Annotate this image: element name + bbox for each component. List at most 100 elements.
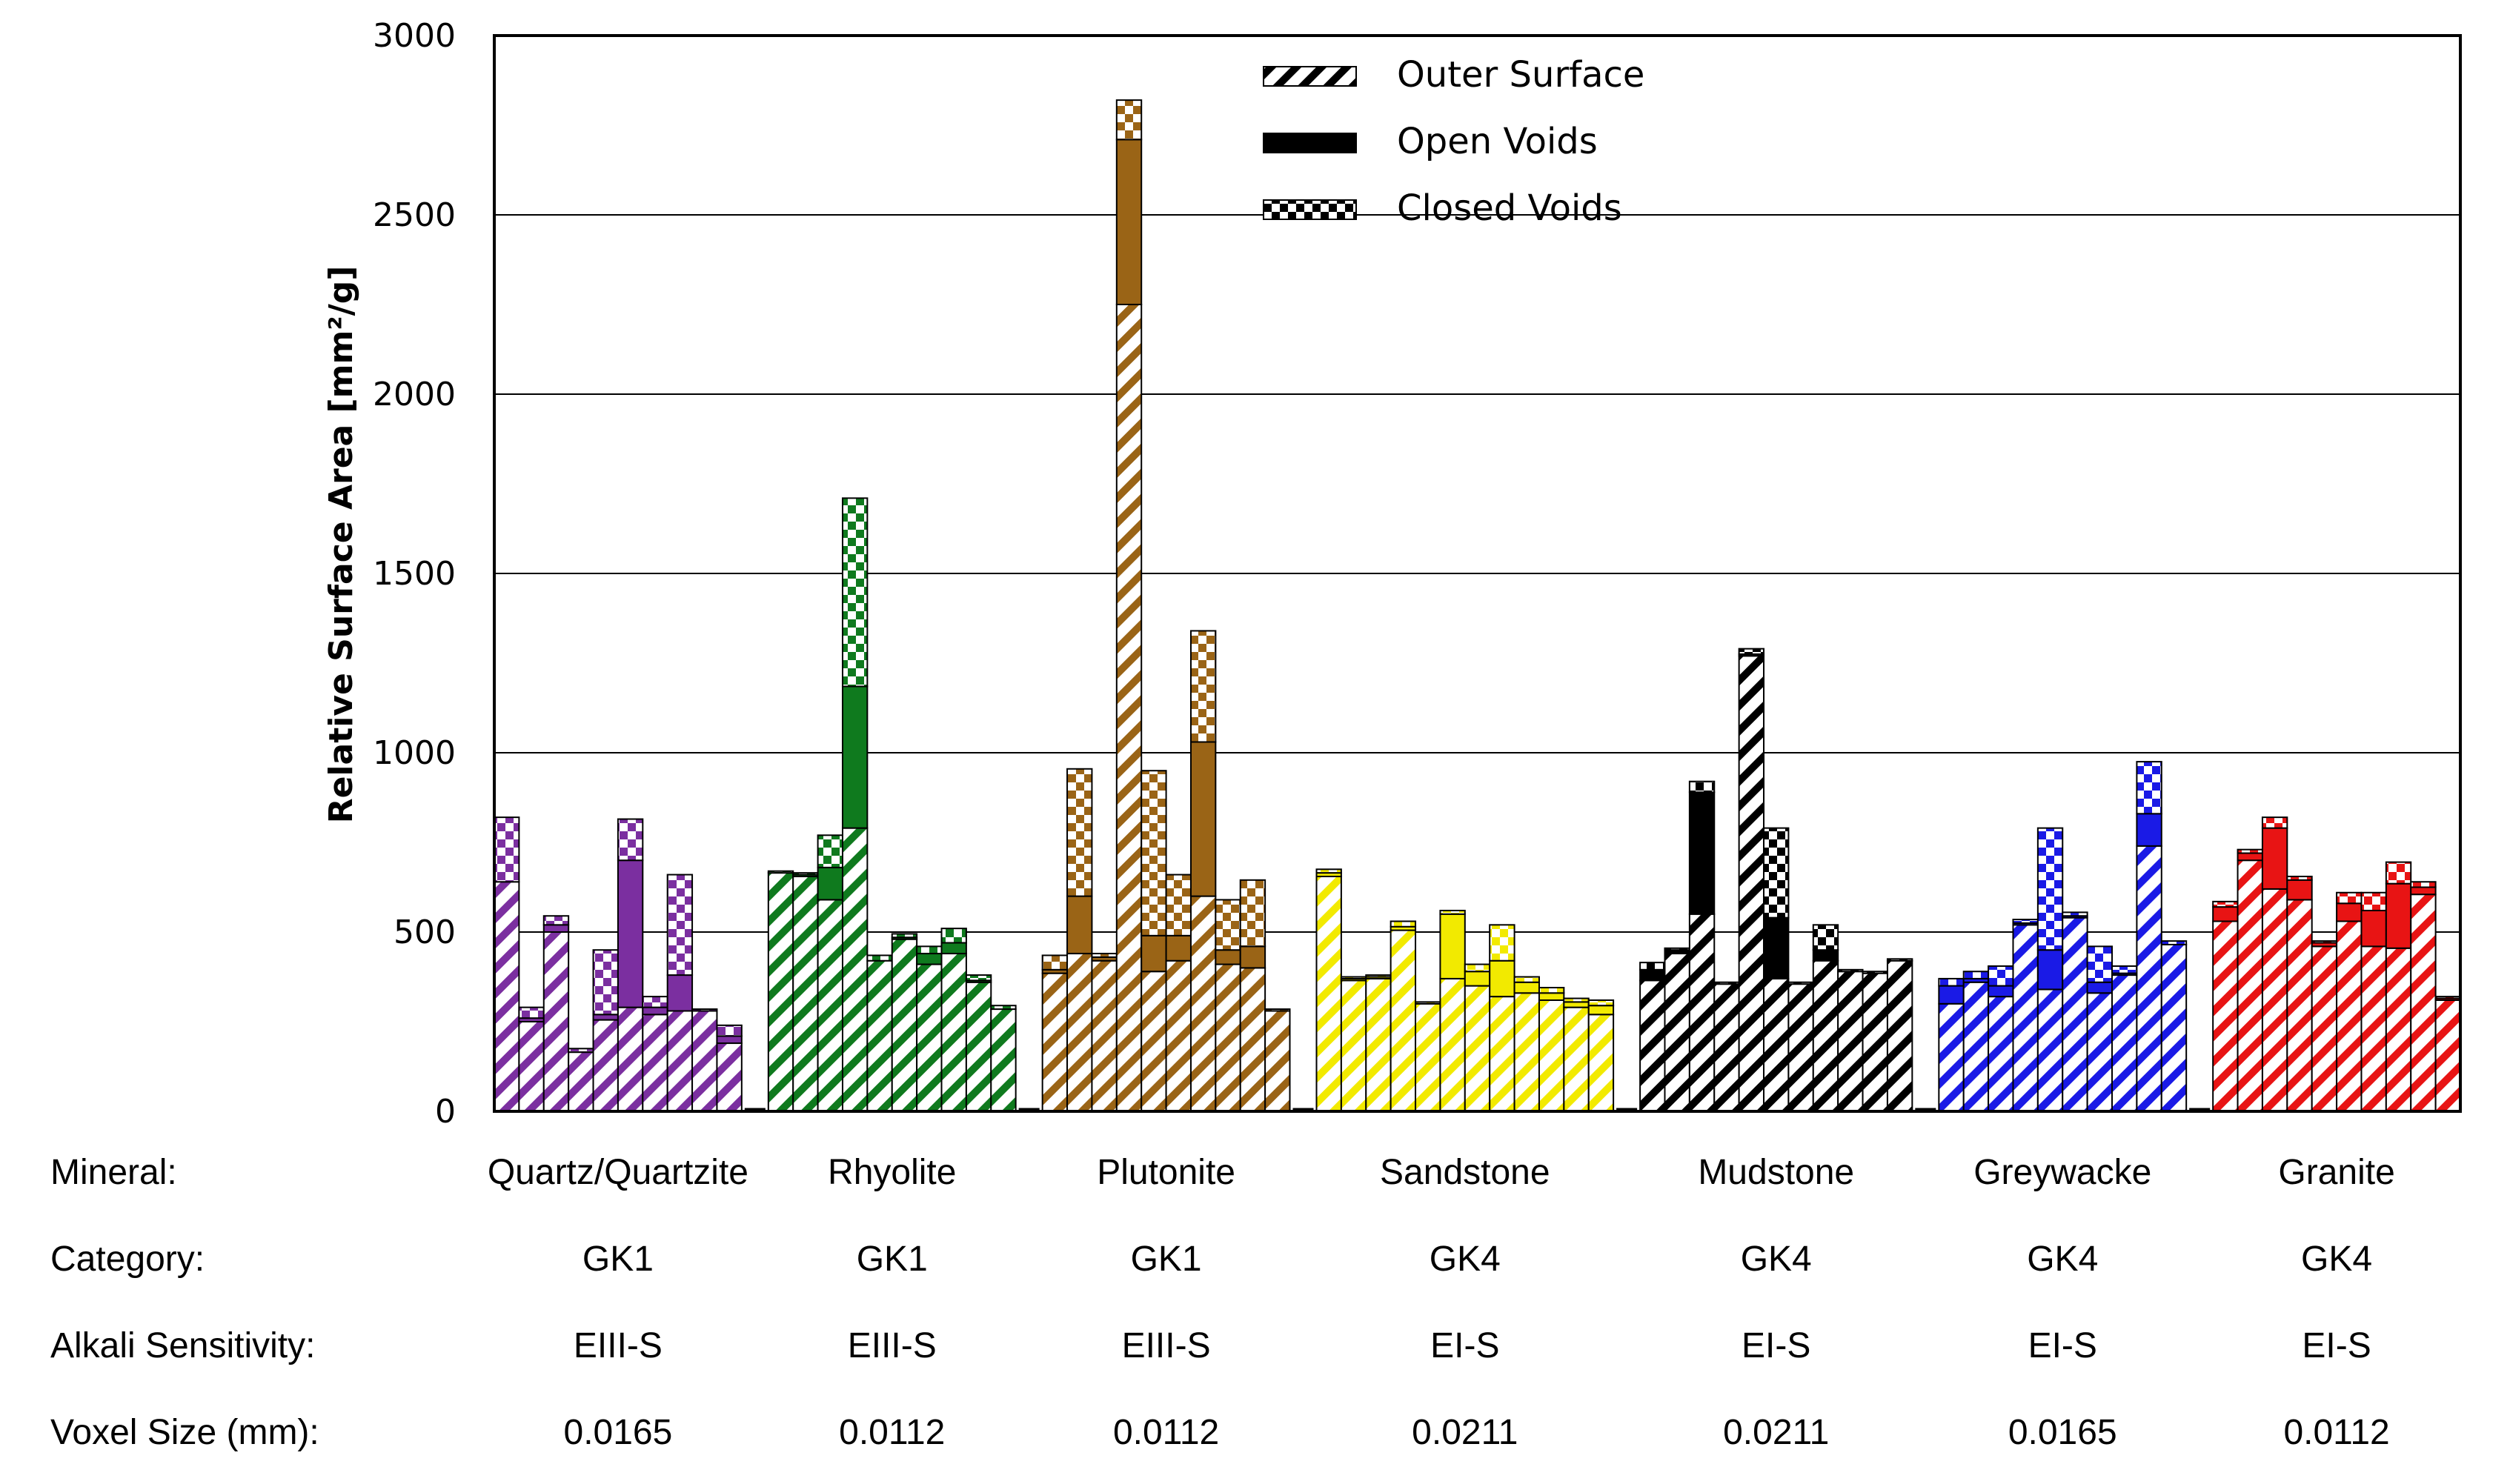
bar-segment-open-voids xyxy=(841,685,869,829)
group-category-label: GK1 xyxy=(857,1240,928,1279)
bar-segment-closed-voids xyxy=(1862,971,1888,974)
group-alkali-label: EI-S xyxy=(2302,1326,2371,1365)
bar-segment-closed-voids xyxy=(916,945,943,955)
bar-segment-outer-surface xyxy=(2311,945,2338,1112)
plot-frame xyxy=(493,34,2462,1113)
row-label-mineral: Mineral: xyxy=(50,1153,177,1192)
bar-segment-outer-surface xyxy=(518,1021,545,1112)
group-category-label: GK4 xyxy=(2301,1240,2372,1279)
y-tick-labels: 0 500 1000 1500 2000 2500 3000 xyxy=(373,17,456,1131)
group-mineral-label: Greywacke xyxy=(1973,1153,2151,1192)
bar-segment-outer-surface xyxy=(2036,988,2064,1112)
bar-segment-outer-surface xyxy=(1390,929,1417,1112)
bar-segment-closed-voids xyxy=(716,1024,743,1037)
bar-segment-closed-voids xyxy=(1215,899,1241,951)
bar-segment-open-voids xyxy=(642,1006,668,1016)
bar-segment-closed-voids xyxy=(1837,968,1864,973)
y-tick-label: 500 xyxy=(394,914,456,951)
bar-segment-open-voids xyxy=(1513,981,1540,994)
group-mineral-label: Granite xyxy=(2278,1153,2394,1192)
bar-segment-outer-surface xyxy=(2111,974,2138,1112)
bar-segment-open-voids xyxy=(1066,895,1093,955)
bar-segment-closed-voids xyxy=(1115,99,1143,141)
bar-segment-outer-surface xyxy=(817,899,843,1112)
bar-segment-closed-voids xyxy=(617,818,644,862)
bar-segment-open-voids xyxy=(1464,971,1491,987)
bar-segment-outer-surface xyxy=(568,1051,594,1113)
bar-segment-closed-voids xyxy=(1365,974,1392,978)
row-label-alkali: Alkali Sensitivity: xyxy=(50,1326,315,1365)
bar-segment-outer-surface xyxy=(642,1014,668,1112)
bar-segment-closed-voids xyxy=(666,874,694,976)
bar-segment-closed-voids xyxy=(1738,648,1765,655)
bar-segment-closed-voids xyxy=(642,996,668,1008)
bar-segment-open-voids xyxy=(1763,916,1790,979)
group-alkali-label: EIII-S xyxy=(1122,1326,1211,1365)
legend-label: Outer Surface xyxy=(1397,54,1644,96)
y-tick-label: 2500 xyxy=(373,196,456,234)
bar-segment-outer-surface xyxy=(2237,859,2263,1112)
bars xyxy=(494,99,2462,1113)
bar-segment-outer-surface xyxy=(617,1006,644,1113)
bar-segment-closed-voids xyxy=(542,915,570,926)
bar-segment-closed-voids xyxy=(691,1008,718,1012)
bar-segment-open-voids xyxy=(2086,981,2114,994)
bar-segment-outer-surface xyxy=(1215,963,1241,1113)
bar-segment-outer-surface xyxy=(2136,845,2162,1112)
bar-segment-outer-surface xyxy=(1489,996,1515,1112)
group-alkali-label: EIII-S xyxy=(574,1326,663,1365)
row-label-category: Category: xyxy=(50,1240,205,1279)
bar-segment-open-voids xyxy=(1141,934,1167,973)
bar-segment-closed-voids xyxy=(2336,891,2363,905)
group-category-label: GK4 xyxy=(1430,1240,1501,1279)
bar-segment-closed-voids xyxy=(1340,976,1367,979)
bar-segment-open-voids xyxy=(1587,1005,1615,1016)
bar-segment-outer-surface xyxy=(1066,953,1093,1113)
bar-segment-closed-voids xyxy=(518,1006,545,1019)
bar-segment-open-voids xyxy=(2336,902,2363,922)
grid-lines xyxy=(494,214,2460,933)
bar-segment-closed-voids xyxy=(1165,874,1192,936)
bar-segment-outer-surface xyxy=(2360,945,2387,1112)
bar-segment-closed-voids xyxy=(1563,997,1590,1003)
bar-segment-closed-voids xyxy=(891,933,918,939)
bar-segment-open-voids xyxy=(592,1014,619,1021)
bar-segment-outer-surface xyxy=(1763,977,1790,1113)
bar-segment-closed-voids xyxy=(2062,911,2088,917)
bar-segment-closed-voids xyxy=(940,928,967,944)
bar-segment-open-voids xyxy=(666,974,694,1012)
bar-segment-outer-surface xyxy=(916,963,943,1113)
bar-segment-open-voids xyxy=(2360,909,2387,948)
bar-segment-closed-voids xyxy=(2434,996,2462,999)
bar-segment-closed-voids xyxy=(990,1005,1017,1011)
y-tick-label: 1000 xyxy=(373,734,456,772)
group-alkali-label: EI-S xyxy=(1742,1326,1810,1365)
bar-segment-open-voids xyxy=(2286,879,2313,901)
bar-segment-closed-voids xyxy=(1962,971,1990,979)
bar-segment-closed-voids xyxy=(2385,861,2412,885)
bar-segment-closed-voids xyxy=(841,497,869,688)
bar-segment-outer-surface xyxy=(2012,924,2039,1112)
bar-segment-outer-surface xyxy=(2410,894,2437,1113)
bar-segment-open-voids xyxy=(2036,949,2064,991)
group-voxel-label: 0.0211 xyxy=(1723,1413,1829,1452)
bar-segment-closed-voids xyxy=(1886,958,1913,962)
group-category-label: GK1 xyxy=(582,1240,654,1279)
bar-segment-closed-voids xyxy=(767,870,794,874)
bar-segment-open-voids xyxy=(1215,949,1241,965)
bar-segment-outer-surface xyxy=(1862,972,1888,1113)
bar-segment-open-voids xyxy=(2385,882,2412,949)
bar-segment-outer-surface xyxy=(1365,977,1392,1113)
bar-segment-outer-surface xyxy=(1738,655,1765,1112)
bar-segment-open-voids xyxy=(1639,968,1666,982)
y-axis-label: Relative Surface Area [mm²/g] xyxy=(322,266,360,824)
group-mineral-label: Plutonite xyxy=(1097,1153,1235,1192)
bar-segment-outer-surface xyxy=(1439,977,1466,1113)
bar-segment-outer-surface xyxy=(2160,943,2188,1112)
bar-segment-closed-voids xyxy=(1091,953,1118,958)
bar-segment-closed-voids xyxy=(1513,976,1540,983)
group-voxel-label: 0.0165 xyxy=(2008,1413,2117,1452)
bar-segment-outer-surface xyxy=(1415,1002,1441,1113)
bar-segment-closed-voids xyxy=(2360,891,2387,911)
y-tick-label: 0 xyxy=(435,1093,456,1131)
